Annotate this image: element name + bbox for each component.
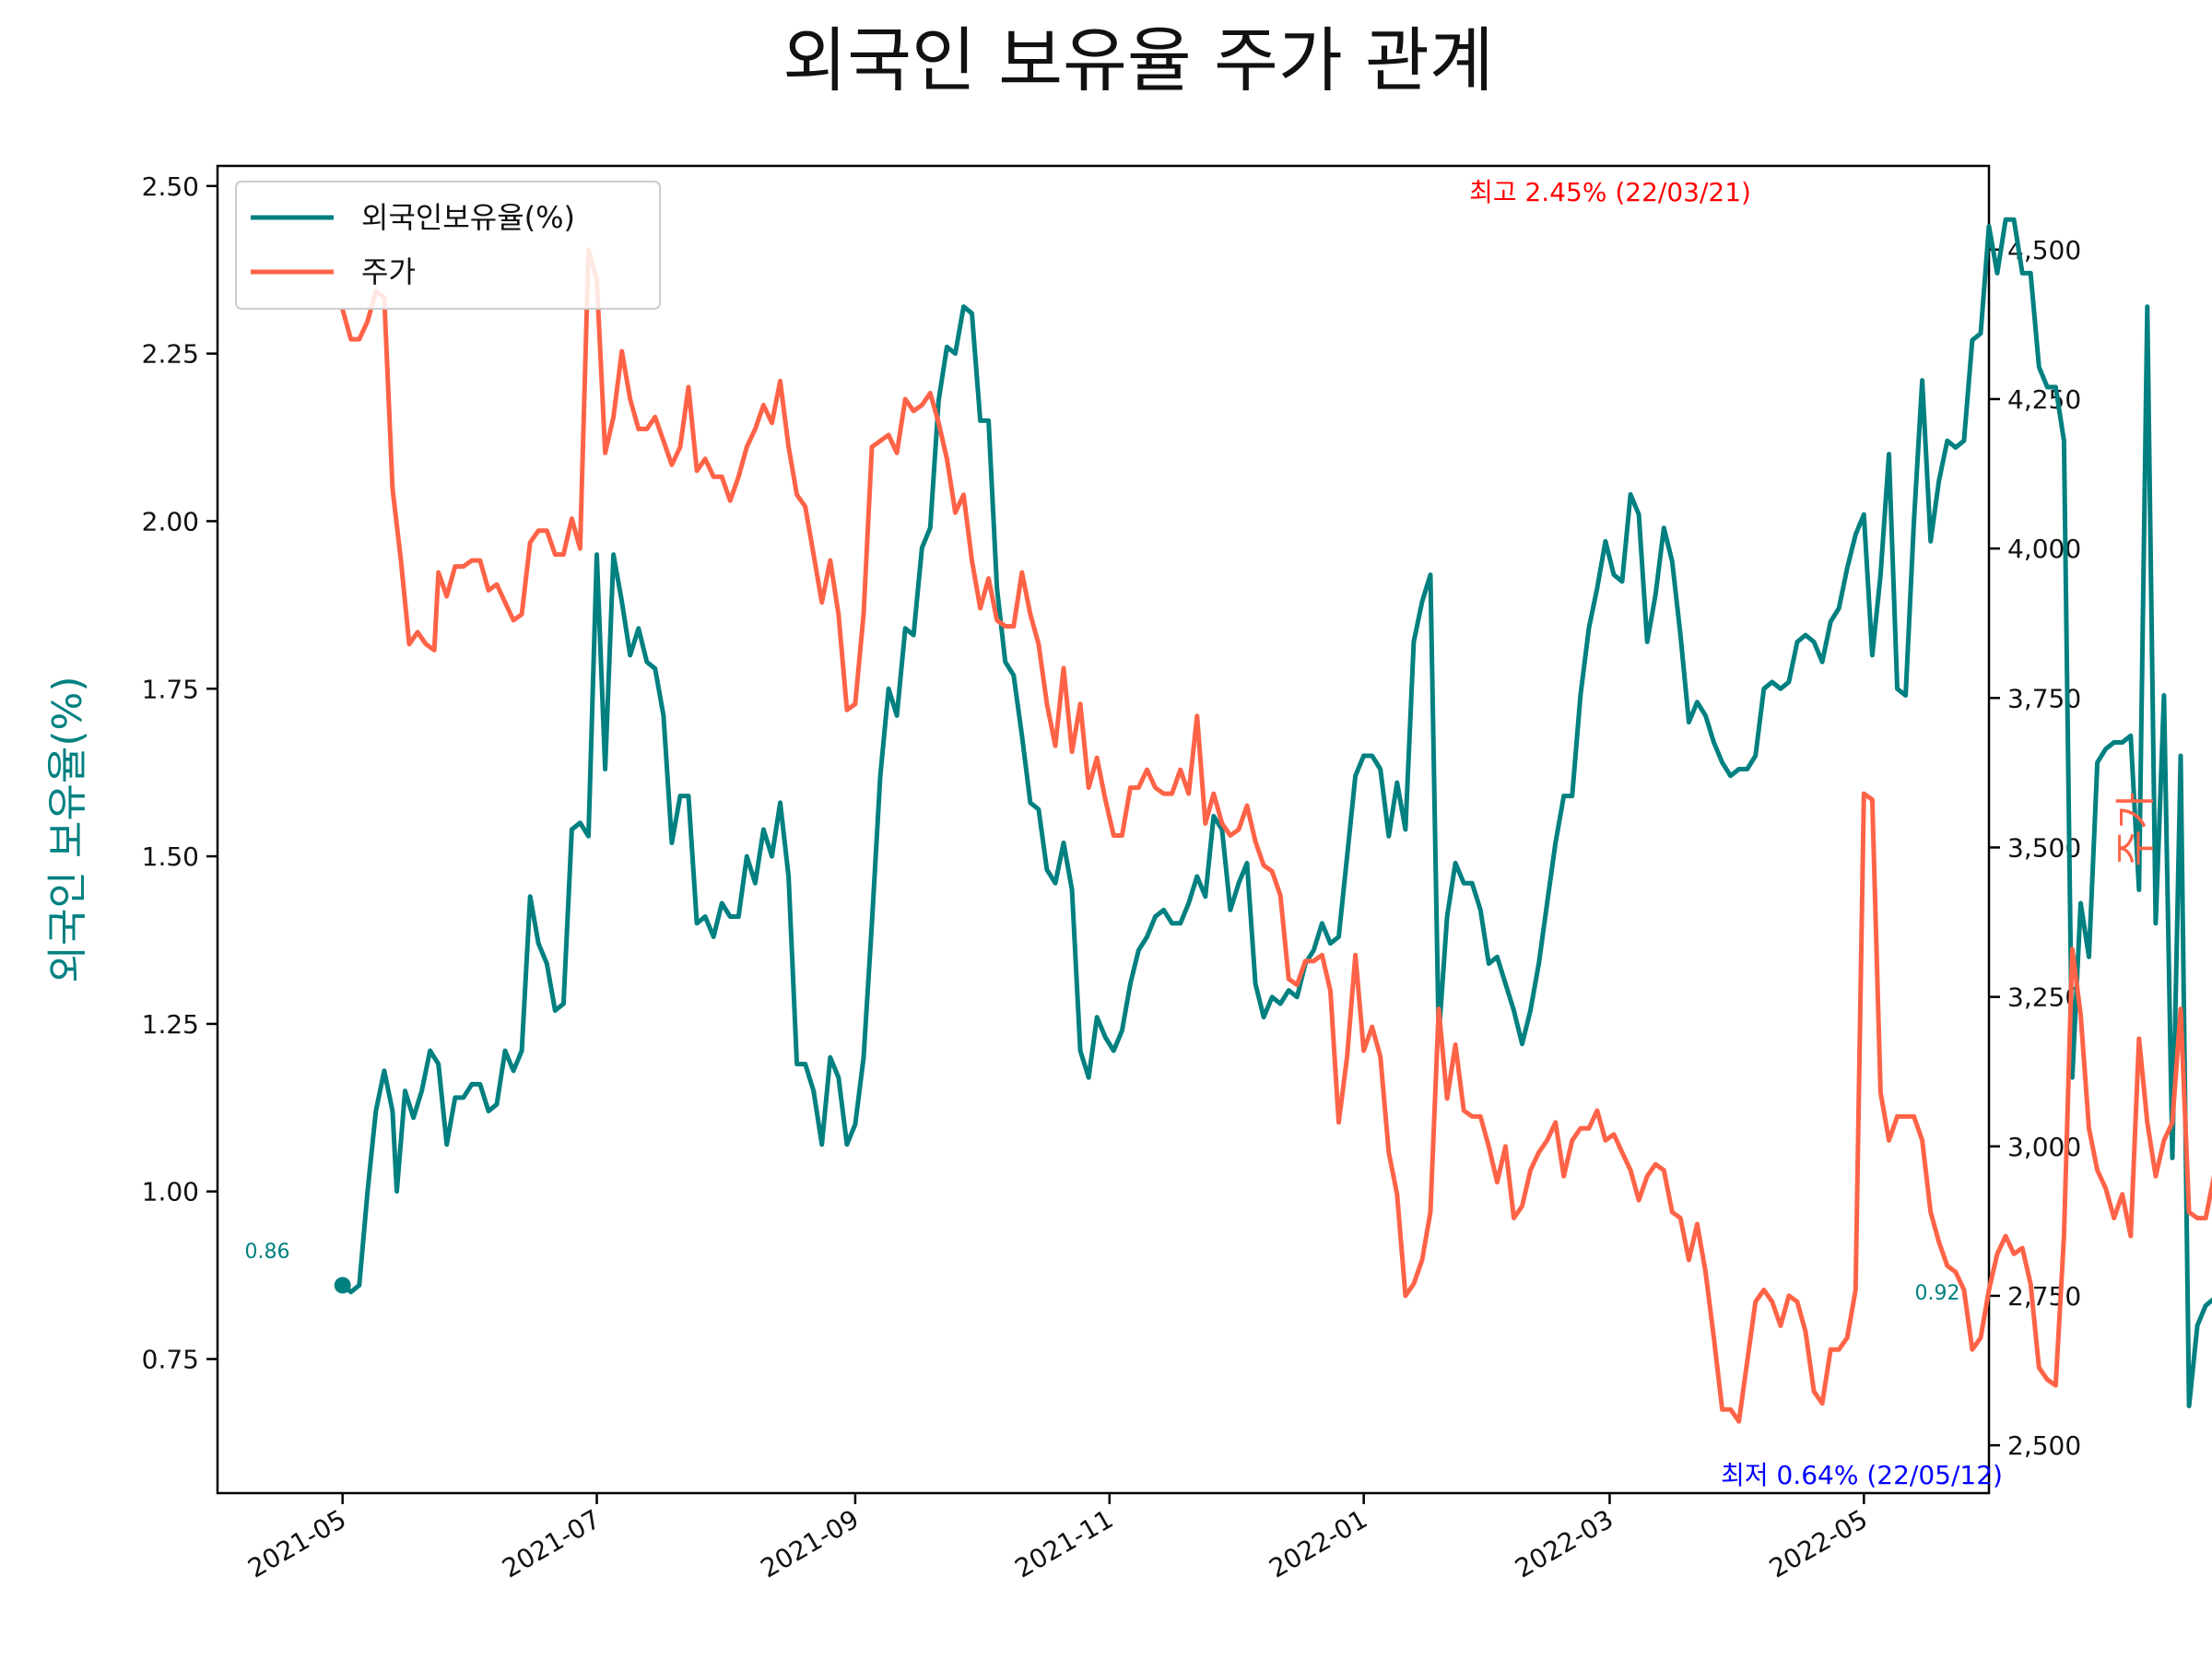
y-right-tick-label: 3,750 [2007, 683, 2081, 713]
y-left-tick-label: 2.25 [142, 339, 199, 370]
y-left-tick-label: 1.00 [142, 1177, 199, 1207]
y-right-tick-label: 4,250 [2007, 384, 2081, 415]
y-left-tick-label: 2.00 [142, 506, 199, 536]
legend-box [235, 181, 661, 310]
y-right-tick-label: 2,750 [2007, 1281, 2081, 1312]
y-right-tick-label: 3,000 [2007, 1132, 2081, 1162]
chart-title: 외국인 보유율 주가 관계 [782, 19, 1494, 101]
marker-layer [334, 1277, 351, 1294]
y-left-label: 외국인 보유율(%) [44, 676, 91, 982]
y-left-tick-label: 1.25 [142, 1009, 199, 1040]
y-left-tick-label: 1.75 [142, 674, 199, 704]
plot-frame [216, 164, 1991, 1495]
y-left-tick-label: 0.75 [142, 1345, 199, 1375]
y-axis-left: 0.75 1.00 1.25 1.50 1.75 2.00 2.25 2.50 [142, 171, 218, 1375]
series-layer [340, 217, 2212, 1424]
legend: 외국인보유율(%) 주가 [235, 181, 661, 310]
y-right-tick-label: 2,500 [2007, 1430, 2081, 1461]
end-value-label: 0.92 [1915, 1282, 1960, 1305]
series-line-foreign-ownership [340, 217, 2212, 1408]
y-right-tick-label: 4,000 [2007, 534, 2081, 564]
series-line-stock-price [340, 247, 2212, 1424]
legend-label-foreign: 외국인보유율(%) [361, 200, 575, 235]
start-value-label: 0.86 [245, 1241, 290, 1264]
y-left-tick-label: 2.50 [142, 171, 199, 202]
low-annotation: 최저 0.64% (22/05/12) [1721, 1460, 2003, 1490]
high-annotation: 최고 2.45% (22/03/21) [1469, 177, 1751, 207]
start-point-marker [334, 1277, 351, 1294]
y-left-tick-label: 1.50 [142, 841, 199, 872]
legend-label-price: 주가 [361, 254, 416, 289]
y-right-label: 주가 [2112, 793, 2159, 867]
